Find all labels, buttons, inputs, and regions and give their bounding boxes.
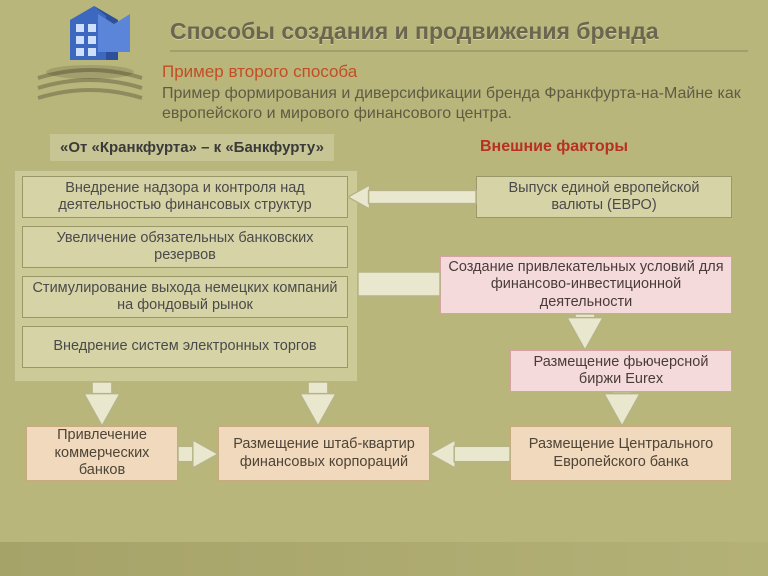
node-conditions: Создание привлекательных условий для фин…: [440, 256, 732, 314]
title-rule: [170, 50, 748, 52]
page-title: Способы создания и продвижения бренда: [170, 18, 748, 45]
node-etrade: Внедрение систем электронных торгов: [22, 326, 348, 368]
node-eurex: Размещение фьючерсной биржи Eurex: [510, 350, 732, 392]
external-label: Внешние факторы: [480, 138, 628, 156]
building-logo-icon: [30, 4, 150, 104]
tagline: «От «Кранкфурта» – к «Банкфурту»: [50, 134, 334, 161]
node-supervision: Внедрение надзора и контроля над деятель…: [22, 176, 348, 218]
subtitle-gray: Пример формирования и диверсификации бре…: [162, 84, 746, 124]
node-ecb: Размещение Центрального Европейского бан…: [510, 426, 732, 481]
node-banks: Привлечение коммерческих банков: [26, 426, 178, 481]
node-euro: Выпуск единой европейской валюты (ЕВРО): [476, 176, 732, 218]
node-hq: Размещение штаб-квартир финансовых корпо…: [218, 426, 430, 481]
node-stimulus: Стимулирование выхода немецких компаний …: [22, 276, 348, 318]
node-reserves: Увеличение обязательных банковских резер…: [22, 226, 348, 268]
subtitle-red: Пример второго способа: [162, 62, 357, 82]
